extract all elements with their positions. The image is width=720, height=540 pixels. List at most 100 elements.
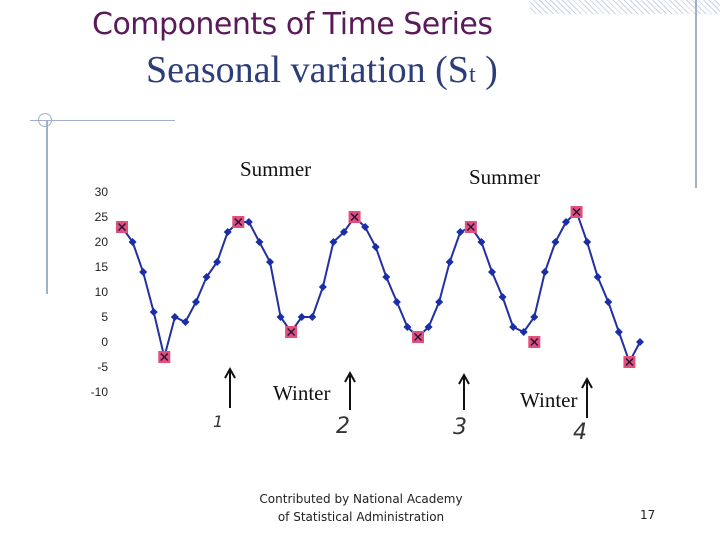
footer-line-2: of Statistical Administration [277, 510, 445, 524]
decorative-rule-left [46, 120, 48, 294]
highlight-marker [464, 221, 477, 233]
data-point [202, 273, 211, 281]
data-point [318, 283, 327, 291]
highlight-x-stroke [572, 207, 581, 217]
title-subscript: t [468, 62, 476, 88]
data-point [340, 228, 348, 236]
highlight-x-stroke [466, 222, 475, 232]
data-point [614, 328, 623, 336]
data-point [266, 258, 274, 266]
winter-label-1: Winter [273, 381, 331, 405]
highlight-marker [285, 326, 298, 338]
data-point [562, 218, 570, 226]
arrowhead-1 [224, 366, 236, 379]
data-point [255, 238, 264, 246]
data-point [551, 238, 560, 246]
data-point [329, 238, 338, 246]
highlight-x-stroke [350, 212, 359, 222]
highlight-x-stroke [234, 217, 243, 227]
data-point [382, 273, 391, 281]
data-point [181, 318, 190, 326]
data-point [593, 273, 602, 281]
highlight-marker [570, 206, 583, 218]
highlight-marker [116, 221, 128, 233]
highlight-x-stroke [413, 332, 423, 342]
data-point [192, 298, 200, 306]
data-point [488, 268, 496, 276]
data-point [530, 313, 539, 321]
data-point [477, 238, 486, 246]
series-line [121, 210, 641, 365]
winter-label-2: Winter [520, 388, 578, 412]
y-tick-label: 5 [101, 310, 108, 324]
data-point [361, 223, 370, 231]
data-point [456, 228, 465, 236]
highlight-x-stroke [117, 222, 127, 232]
title-main: Seasonal variation (S [146, 49, 469, 91]
arrowhead-2 [344, 370, 356, 383]
data-point [276, 313, 285, 321]
data-point [540, 268, 549, 276]
highlight-x-stroke [160, 352, 169, 362]
decorative-hatch [530, 0, 720, 14]
handwritten-2: 2 [336, 414, 350, 439]
highlight-x-stroke [625, 357, 634, 367]
handwritten-4: 4 [573, 420, 587, 445]
highlight-marker [348, 211, 361, 223]
arrowhead-3 [458, 372, 470, 385]
data-point [308, 313, 317, 321]
data-point [170, 313, 179, 321]
data-point [498, 293, 507, 301]
highlight-marker [412, 331, 424, 343]
highlight-marker [528, 336, 541, 348]
y-tick-label: -5 [97, 360, 108, 374]
data-point [424, 323, 433, 331]
slide-title: Seasonal variation (St ) [146, 48, 498, 92]
data-point [244, 218, 253, 226]
highlight-marker [623, 356, 636, 368]
page-number: 17 [640, 508, 656, 522]
data-point [139, 268, 148, 276]
y-tick-label: 0 [101, 335, 108, 349]
title-close: ) [475, 49, 498, 91]
data-point [445, 258, 454, 266]
y-tick-label: 10 [95, 285, 109, 299]
plot-area [88, 182, 644, 410]
y-tick-label: 15 [95, 260, 109, 274]
data-point [435, 298, 444, 306]
data-point [128, 238, 137, 246]
y-tick-label: 30 [95, 185, 109, 199]
seasonal-line-chart: 30 25 20 15 10 5 0 -5 -10 [88, 182, 644, 410]
data-point [583, 238, 592, 246]
highlight-marker [158, 351, 171, 363]
handwritten-3: 3 [453, 415, 467, 440]
data-point [371, 243, 380, 251]
highlight-x-stroke [287, 327, 296, 337]
data-point [213, 258, 222, 266]
footer-line-1: Contributed by National Academy [259, 492, 463, 506]
data-point [636, 338, 644, 346]
data-point [509, 323, 518, 331]
decorative-rule-right [695, 0, 697, 188]
highlight-x-stroke [530, 337, 539, 347]
decorative-circle [38, 113, 52, 127]
y-tick-label: 20 [95, 235, 109, 249]
slide-heading: Components of Time Series [92, 7, 493, 42]
data-point [392, 298, 401, 306]
decorative-rule-horizontal [30, 120, 175, 121]
data-point [223, 228, 232, 236]
highlight-marker [232, 216, 245, 228]
data-point [519, 328, 528, 336]
handwritten-1: 1 [213, 412, 224, 431]
data-point [297, 313, 306, 321]
data-point [604, 298, 613, 306]
summer-label-1: Summer [240, 157, 312, 181]
summer-label-2: Summer [469, 165, 541, 189]
y-tick-label: 25 [95, 210, 109, 224]
arrowhead-4 [581, 376, 593, 389]
data-point [403, 323, 412, 331]
data-point [149, 308, 158, 316]
footer-credit: Contributed by National Academy of Stati… [236, 490, 486, 526]
y-tick-label: -10 [91, 385, 109, 399]
